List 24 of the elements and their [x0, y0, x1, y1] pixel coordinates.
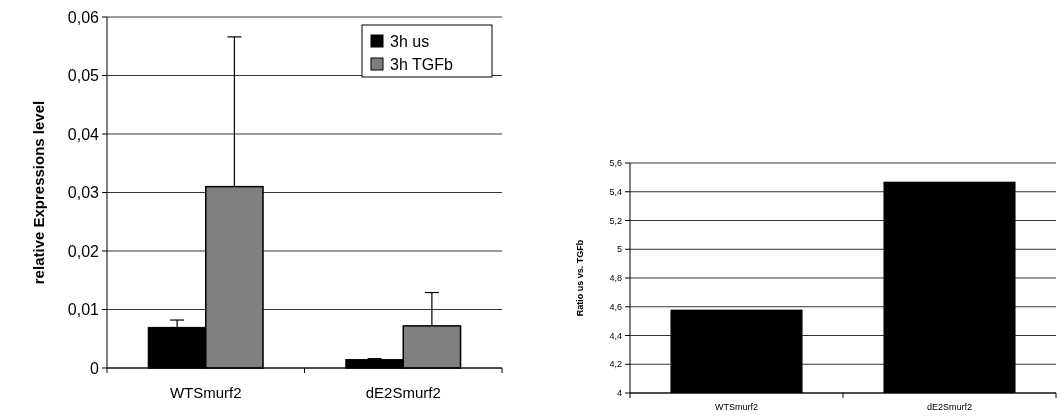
y-tick-label: 0,05 — [67, 67, 100, 85]
y-tick-label: 0 — [90, 359, 100, 377]
y-tick-label: 4,2 — [609, 359, 622, 370]
x-tick-label: dE2Smurf2 — [926, 402, 973, 412]
y-tick-label: 4,8 — [609, 273, 622, 284]
y-tick-label: 5 — [616, 244, 622, 255]
y-tick-label: 4,4 — [609, 330, 622, 341]
y-tick-label: 4,6 — [609, 301, 622, 312]
x-tick-label: WTSmurf2 — [714, 402, 759, 412]
y-tick-label: 4 — [616, 388, 622, 399]
y-tick-label: 0,03 — [67, 184, 100, 202]
y-tick-label: 0,04 — [67, 125, 100, 143]
x-tick-label: WTSmurf2 — [169, 384, 242, 401]
y-tick-label: 5,2 — [609, 215, 622, 226]
y-axis-title: relative Expressions level — [30, 100, 47, 285]
y-tick-label: 0,01 — [67, 301, 100, 319]
y-tick-label: 0,02 — [67, 242, 100, 260]
y-axis-title: Ratio us vs. TGFb — [575, 239, 585, 317]
legend-label: 3h us — [390, 32, 430, 50]
y-tick-label: 0,06 — [67, 8, 100, 26]
y-tick-label: 5,6 — [609, 158, 622, 169]
y-tick-label: 5,4 — [609, 186, 622, 197]
legend-label: 3h TGFb — [390, 55, 453, 73]
x-tick-label: dE2Smurf2 — [365, 384, 441, 401]
